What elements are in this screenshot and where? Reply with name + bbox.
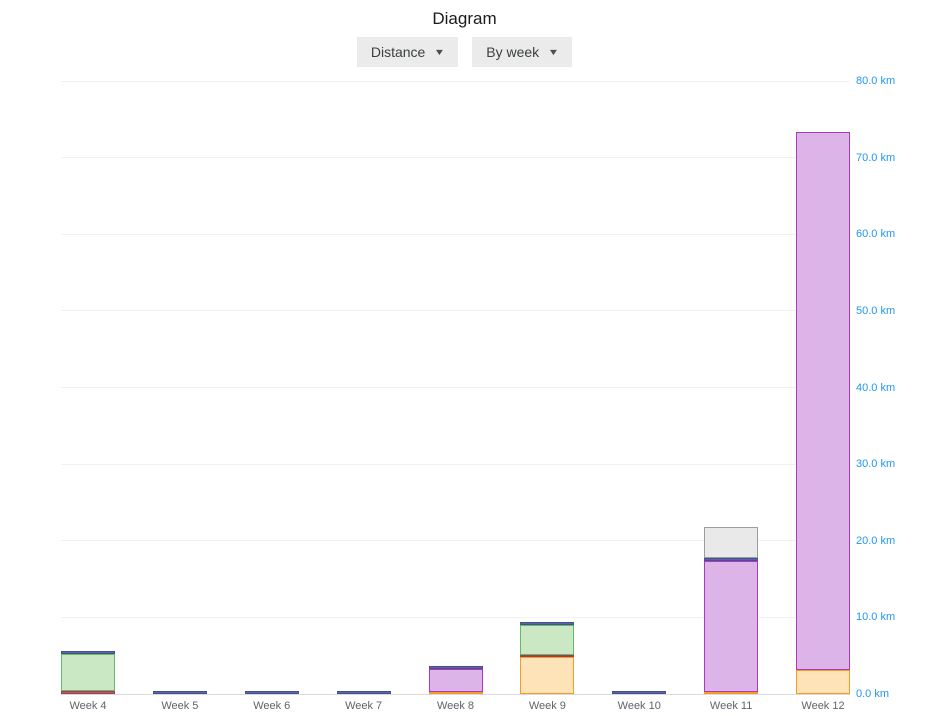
x-axis-tick-label: Week 8 <box>436 700 475 712</box>
bar-segment-red-week-4[interactable] <box>61 690 115 694</box>
bar-segment-orange-week-9[interactable] <box>520 657 575 694</box>
gridline <box>61 616 850 618</box>
gridline <box>61 387 850 388</box>
bar-segment-blue-week-6[interactable] <box>244 690 299 694</box>
gridline <box>61 233 850 235</box>
chart-controls: Distance ▼ By week ▼ <box>0 37 929 67</box>
y-axis-tick-label: 30.0 km <box>856 458 896 471</box>
bar-segment-green-week-9[interactable] <box>520 625 575 655</box>
y-axis-tick-label: 20.0 km <box>856 534 896 547</box>
chevron-down-icon: ▼ <box>434 47 446 57</box>
gridline <box>61 310 850 312</box>
x-axis-tick-label: Week 5 <box>161 700 199 712</box>
chevron-down-icon: ▼ <box>547 47 560 57</box>
y-axis-tick-label: 60.0 km <box>856 228 896 241</box>
bar-segment-orange-week-12[interactable] <box>796 670 850 694</box>
y-axis-tick-label: 70.0 km <box>856 151 896 164</box>
page-title: Diagram <box>432 9 497 28</box>
gridline <box>61 80 850 82</box>
metric-dropdown-label: Distance <box>370 44 426 60</box>
x-axis-tick-label: Week 7 <box>345 700 383 712</box>
bar-segment-purple-week-12[interactable] <box>796 132 850 671</box>
x-axis-tick-label: Week 12 <box>801 700 845 712</box>
metric-dropdown[interactable]: Distance ▼ <box>356 37 459 67</box>
bar-segment-blue-week-4[interactable] <box>61 651 115 655</box>
bar-segment-blue-week-5[interactable] <box>152 690 207 694</box>
x-axis-tick-label: Week 11 <box>709 700 753 712</box>
bar-segment-blue-week-11[interactable] <box>704 557 759 561</box>
gridline <box>61 540 850 542</box>
grouping-dropdown-label: By week <box>486 44 540 60</box>
bar-segment-orange-week-8[interactable] <box>428 691 483 694</box>
y-axis-tick-label: 10.0 km <box>856 611 896 624</box>
bar-segment-blue-week-10[interactable] <box>612 690 667 694</box>
x-axis-tick-label: Week 4 <box>69 700 107 712</box>
bar-segment-gray-week-11[interactable] <box>704 526 759 558</box>
bar-segment-blue-week-8[interactable] <box>428 665 483 669</box>
gridline <box>61 463 850 465</box>
y-axis-tick-label: 0.0 km <box>856 688 890 700</box>
y-axis-tick-label: 80.0 km <box>856 75 896 87</box>
bar-segment-red-week-9[interactable] <box>520 654 575 658</box>
grouping-dropdown[interactable]: By week ▼ <box>472 37 573 67</box>
bar-segment-orange-week-11[interactable] <box>704 692 759 695</box>
y-axis-tick-label: 50.0 km <box>856 304 896 317</box>
x-axis-tick-label: Week 10 <box>617 700 661 712</box>
bar-segment-purple-week-11[interactable] <box>704 560 759 693</box>
x-axis-line <box>61 693 850 695</box>
bar-segment-blue-week-7[interactable] <box>336 690 391 694</box>
x-axis-tick-label: Week 9 <box>528 700 566 712</box>
bar-segment-green-week-4[interactable] <box>61 654 115 691</box>
bar-segment-blue-week-9[interactable] <box>520 621 575 626</box>
x-axis-tick-label: Week 6 <box>253 700 291 712</box>
bar-segment-purple-week-8[interactable] <box>428 668 483 692</box>
gridline <box>61 157 850 159</box>
y-axis-tick-label: 40.0 km <box>856 381 896 394</box>
